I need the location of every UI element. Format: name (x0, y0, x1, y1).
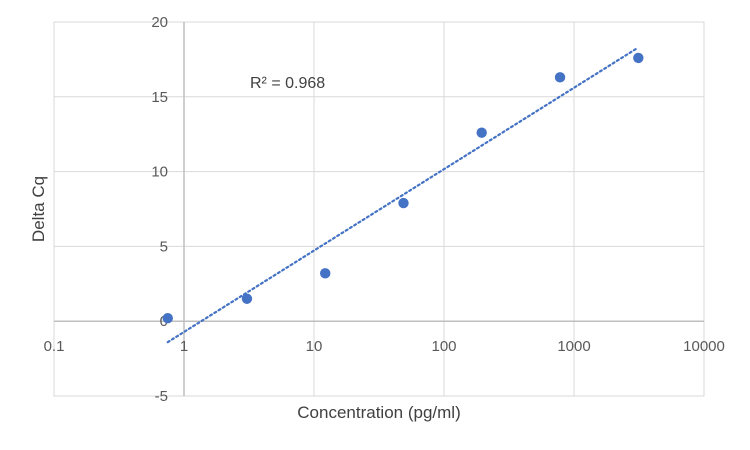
y-axis-title: Delta Cq (29, 176, 48, 242)
y-tick-label: 5 (160, 238, 168, 255)
data-point (320, 268, 331, 279)
data-point (633, 52, 644, 64)
trendline-group (166, 47, 638, 344)
x-axis-title: Concentration (pg/ml) (297, 403, 460, 422)
data-point (241, 293, 253, 304)
x-tick-label: 10000 (683, 338, 725, 355)
data-point (476, 127, 487, 138)
r-squared-annotation: R² = 0.968 (250, 75, 325, 92)
x-tick-label: 10 (306, 338, 323, 355)
y-tick-label: 20 (151, 14, 168, 31)
tick-labels: -5 0 5 10 15 20 0.1 1 10 100 1000 10000 (44, 14, 725, 405)
data-point (162, 313, 173, 324)
trendline (166, 47, 638, 344)
data-point (398, 197, 409, 209)
y-tick-label: 15 (151, 89, 168, 106)
data-point (554, 72, 566, 83)
x-tick-label: 1000 (557, 338, 590, 355)
y-tick-label: -5 (155, 388, 168, 405)
axes (54, 22, 704, 396)
data-points (162, 52, 644, 324)
y-tick-label: 10 (151, 164, 168, 181)
x-tick-label: 1 (180, 338, 188, 355)
y-tick-label: 0 (160, 313, 168, 330)
x-tick-label: 0.1 (44, 338, 65, 355)
gridlines (53, 21, 705, 397)
x-tick-label: 100 (431, 338, 456, 355)
